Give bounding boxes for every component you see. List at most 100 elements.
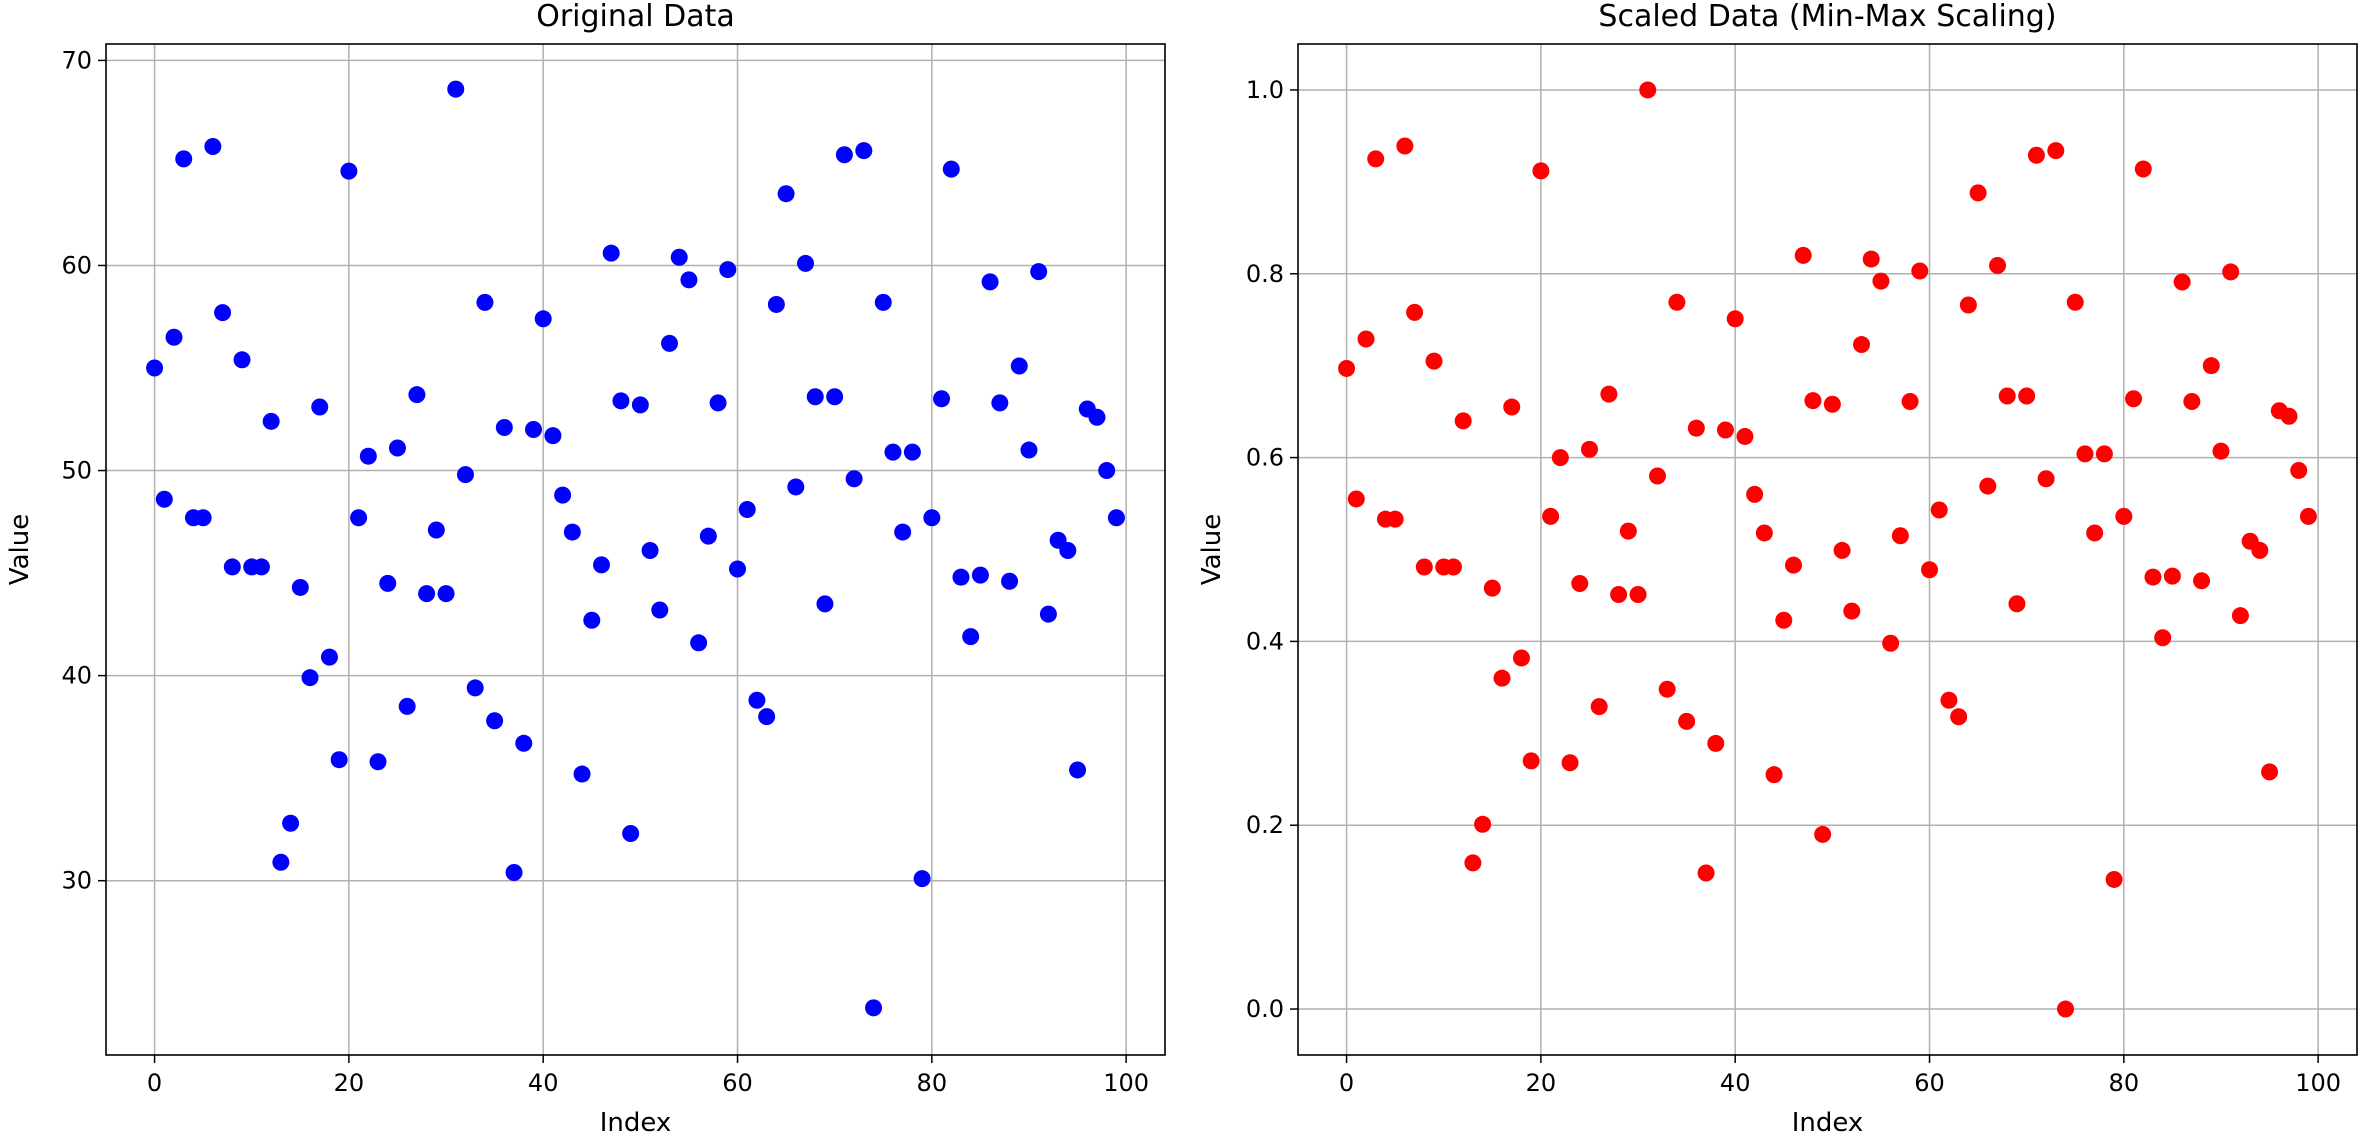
data-point xyxy=(466,679,484,697)
data-point xyxy=(1493,669,1511,687)
data-point xyxy=(767,295,785,313)
data-point xyxy=(2299,507,2317,525)
data-point xyxy=(1551,449,1569,467)
x-tick-label: 100 xyxy=(2295,1069,2341,1097)
data-point xyxy=(1930,501,1948,519)
data-point xyxy=(1901,393,1919,411)
data-point xyxy=(1464,854,1482,872)
data-point xyxy=(2105,870,2123,888)
data-point xyxy=(1911,262,1929,280)
x-tick-label: 100 xyxy=(1103,1069,1149,1097)
data-point xyxy=(1648,467,1666,485)
data-point xyxy=(1882,634,1900,652)
data-point xyxy=(991,394,1009,412)
data-point xyxy=(2037,470,2055,488)
data-point xyxy=(1600,385,1618,403)
data-point xyxy=(1425,352,1443,370)
data-point xyxy=(787,478,805,496)
data-point xyxy=(903,443,921,461)
data-point xyxy=(2163,567,2181,585)
data-point xyxy=(1969,184,1987,202)
data-point xyxy=(1406,303,1424,321)
x-tick-label: 0 xyxy=(147,1069,162,1097)
data-point xyxy=(505,863,523,881)
chart-title: Scaled Data (Min-Max Scaling) xyxy=(1598,0,2056,34)
data-point xyxy=(690,634,708,652)
data-point xyxy=(554,486,572,504)
data-point xyxy=(719,261,737,279)
data-point xyxy=(1590,698,1608,716)
data-point xyxy=(1639,81,1657,99)
data-point xyxy=(1610,586,1628,604)
y-tick-label: 0.2 xyxy=(1246,811,1284,839)
plot-panel-2: 0 20 40 60 80 100 0.0 0.2 0.4 0.6 0.8 1.0 Scaled Dat… xyxy=(1197,0,2358,1138)
data-point xyxy=(583,611,601,629)
data-point xyxy=(631,396,649,414)
data-point xyxy=(175,150,193,168)
data-point xyxy=(1522,752,1540,770)
data-point xyxy=(1039,605,1057,623)
data-point xyxy=(1833,541,1851,559)
data-point xyxy=(476,293,494,311)
data-point xyxy=(2115,507,2133,525)
data-point xyxy=(758,708,776,726)
data-point xyxy=(262,412,280,430)
data-point xyxy=(1542,507,1560,525)
data-point xyxy=(602,244,620,262)
data-point xyxy=(2125,390,2143,408)
data-point xyxy=(495,418,513,436)
data-point xyxy=(369,753,387,771)
data-point xyxy=(2057,1000,2075,1018)
data-point xyxy=(2231,607,2249,625)
data-point xyxy=(2212,442,2230,460)
data-point xyxy=(544,427,562,445)
y-tick-label: 30 xyxy=(61,867,92,895)
x-axis-label: Index xyxy=(600,1108,672,1138)
y-tick-label: 70 xyxy=(61,46,92,74)
data-point xyxy=(2280,407,2298,425)
data-point xyxy=(388,439,406,457)
data-point xyxy=(1001,572,1019,590)
data-point xyxy=(748,691,766,709)
data-point xyxy=(2095,445,2113,463)
data-point xyxy=(2047,142,2065,160)
data-point xyxy=(1580,440,1598,458)
data-point xyxy=(146,359,164,377)
data-point xyxy=(1862,250,1880,268)
data-point xyxy=(214,304,232,322)
data-point xyxy=(1357,330,1375,348)
y-tick-label: 0.8 xyxy=(1246,260,1284,288)
data-point xyxy=(835,146,853,164)
data-point xyxy=(1716,421,1734,439)
data-point xyxy=(534,310,552,328)
data-point xyxy=(2076,445,2094,463)
x-tick-label: 60 xyxy=(722,1069,753,1097)
y-tick-label: 0.0 xyxy=(1246,995,1284,1023)
data-point xyxy=(1619,522,1637,540)
data-point xyxy=(350,509,368,527)
data-point xyxy=(797,254,815,272)
x-tick-label: 60 xyxy=(1914,1069,1945,1097)
data-point xyxy=(1338,359,1356,377)
data-point xyxy=(1989,257,2007,275)
data-point xyxy=(2193,572,2211,590)
data-point xyxy=(320,648,338,666)
data-point xyxy=(2086,524,2104,542)
data-point xyxy=(1532,162,1550,180)
data-point xyxy=(874,293,892,311)
data-point xyxy=(2183,393,2201,411)
data-point xyxy=(2154,629,2172,647)
data-point xyxy=(1347,490,1365,508)
data-point xyxy=(1678,712,1696,730)
data-point xyxy=(272,853,290,871)
data-point xyxy=(1784,556,1802,574)
data-point xyxy=(612,392,630,410)
data-point xyxy=(1823,395,1841,413)
data-point xyxy=(1804,392,1822,410)
data-point xyxy=(2066,293,2084,311)
data-point xyxy=(1707,734,1725,752)
data-point xyxy=(359,447,377,465)
data-point xyxy=(1069,761,1087,779)
data-point xyxy=(952,568,970,586)
